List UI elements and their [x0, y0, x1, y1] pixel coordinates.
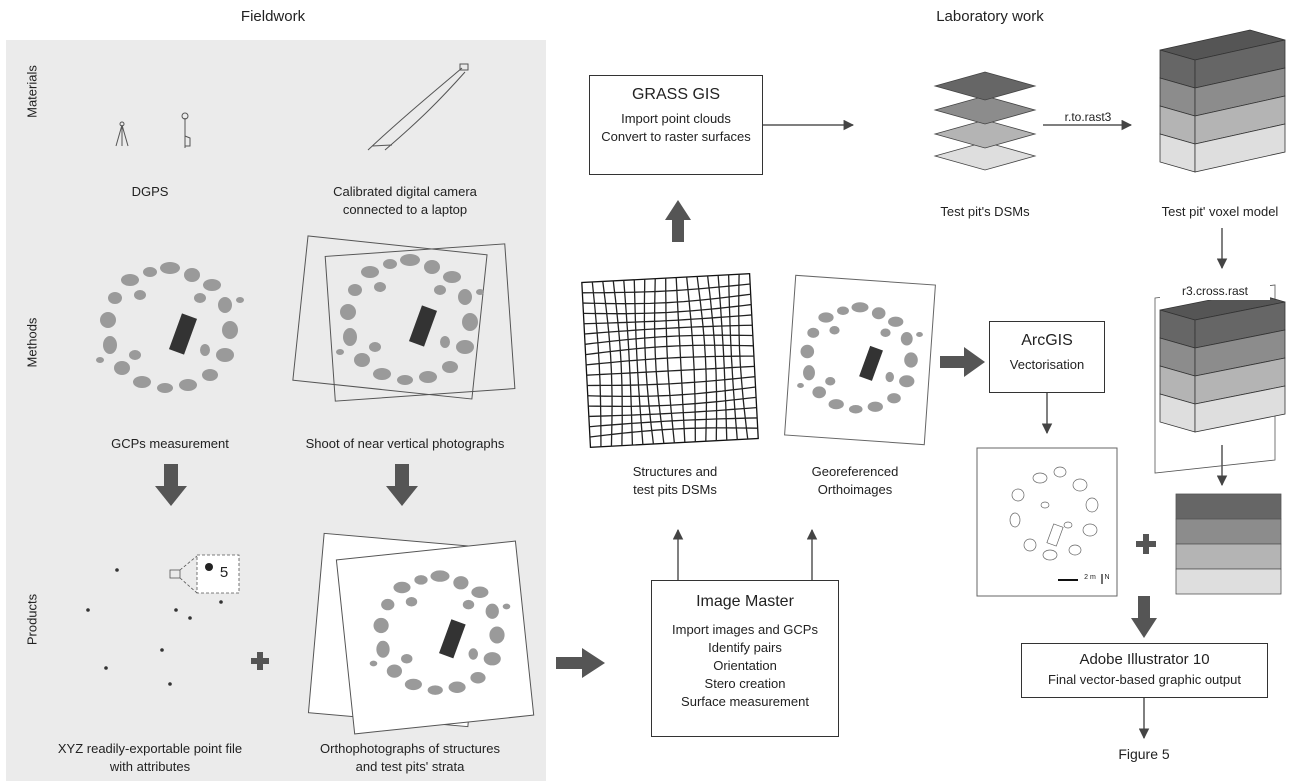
grid-line-v: [675, 277, 686, 443]
xyz-points-image: [86, 554, 240, 686]
dgps-icon: [115, 112, 191, 148]
north-label: N: [1104, 574, 1110, 581]
fieldwork-down-arrows: [155, 464, 418, 506]
grid-line-h: [583, 303, 752, 315]
arrow-to-imagemaster: [556, 648, 605, 678]
ortho-label-line2: and test pits' strata: [355, 759, 465, 774]
xyz-label-line2: with attributes: [109, 759, 191, 774]
image-master-box: Image Master Import images and GCPs Iden…: [651, 580, 839, 737]
grid-line-h: [582, 293, 751, 305]
structures-label-line2: test pits DSMs: [633, 482, 717, 497]
grid-line-h: [589, 427, 758, 438]
grid-line-h: [583, 314, 752, 325]
illustrator-title: Adobe Illustrator 10: [1079, 651, 1210, 668]
grass-gis-box: GRASS GIS Import point clouds Convert to…: [589, 75, 763, 175]
image-master-line5: Surface measurement: [681, 694, 809, 709]
vector-map-image: [976, 447, 1118, 597]
grid-line-v: [686, 276, 696, 442]
arcgis-line1: Vectorisation: [1009, 357, 1085, 372]
illustrator-box: Adobe Illustrator 10 Final vector-based …: [1021, 643, 1268, 698]
grid-line-v: [653, 278, 665, 444]
plus-sign-1: [251, 652, 269, 670]
grid-line-v: [717, 275, 728, 441]
arcgis-box: ArcGIS Vectorisation: [989, 321, 1105, 393]
grid-line-h: [584, 334, 753, 345]
grid-line-h: [587, 376, 756, 387]
grid-line-v: [623, 280, 634, 446]
grid-line-v: [612, 280, 623, 446]
row-label-materials: Materials: [24, 65, 40, 118]
camera-label-line2: connected to a laptop: [342, 202, 468, 217]
scale-label: 2 m: [1084, 574, 1096, 581]
cross-section-image: [1154, 284, 1286, 474]
camera-label-line1: Calibrated digital camera: [333, 184, 477, 199]
grid-line-v: [727, 274, 738, 440]
r3cross-label: r3.cross.rast: [1160, 282, 1270, 300]
grid-line-v: [602, 281, 613, 447]
grid-line-h: [587, 386, 756, 398]
dgps-label: DGPS: [131, 184, 169, 199]
image-master-line4: Stero creation: [704, 676, 786, 691]
camera-icon: [367, 63, 469, 151]
structures-label-line1: Structures and: [632, 464, 718, 479]
section-bars-image: [1175, 493, 1282, 595]
grid-line-h: [588, 406, 757, 418]
rtorast3-label: r.to.rast3: [1064, 110, 1112, 124]
georef-orthoimage: [784, 274, 936, 446]
row-label-products: Products: [24, 593, 40, 646]
grid-line-h: [586, 355, 754, 366]
shoot-label: Shoot of near vertical photographs: [305, 436, 505, 451]
fieldwork-title: Fieldwork: [240, 8, 306, 25]
grid-line-h: [588, 396, 757, 408]
xyz-label-line1: XYZ readily-exportable point file: [57, 741, 243, 756]
grid-line-v: [643, 279, 655, 445]
grid-line-h: [585, 344, 754, 356]
georef-label-line2: Orthoimages: [817, 482, 893, 497]
georef-label-line1: Georeferenced: [811, 464, 899, 479]
grass-line1: Import point clouds: [621, 111, 731, 126]
grid-line-v: [633, 279, 644, 445]
grid-line-h: [589, 417, 758, 428]
row-label-methods: Methods: [24, 317, 40, 368]
voxel-model-label: Test pit' voxel model: [1161, 204, 1279, 219]
gcps-label: GCPs measurement: [111, 436, 229, 451]
grass-line2: Convert to raster surfaces: [601, 129, 751, 144]
dsm-grid-lines: [582, 274, 758, 447]
ortho-label-line1: Orthophotographs of structures: [320, 741, 500, 756]
illustrator-line1: Final vector-based graphic output: [1048, 672, 1241, 687]
grid-line-v: [738, 274, 749, 440]
image-master-line2: Identify pairs: [708, 640, 782, 655]
image-master-line1: Import images and GCPs: [672, 622, 818, 637]
grid-line-v: [707, 275, 718, 441]
lab-title: Laboratory work: [936, 8, 1044, 25]
arrow-to-illustrator: [1131, 596, 1157, 638]
orthophotographs-image: [307, 532, 535, 735]
image-master-title: Image Master: [696, 593, 794, 610]
grid-line-v: [665, 278, 675, 443]
photographs-image: [292, 235, 516, 402]
plus-sign-2: [1136, 534, 1156, 554]
grass-gis-title: GRASS GIS: [631, 86, 721, 103]
test-pit-dsms-label: Test pit's DSMs: [940, 204, 1030, 219]
arrow-to-grass: [665, 200, 691, 242]
grid-line-h: [586, 365, 755, 376]
figure5-label: Figure 5: [1118, 746, 1170, 762]
arrow-to-arcgis: [940, 347, 985, 377]
inset-number: 5: [219, 564, 229, 581]
grid-line-v: [696, 276, 708, 442]
dsm-layers-image: [933, 71, 1037, 171]
voxel-model-image: [1159, 29, 1286, 173]
arcgis-title: ArcGIS: [1021, 332, 1073, 349]
image-master-line3: Orientation: [713, 658, 777, 673]
grid-line-h: [584, 324, 753, 335]
